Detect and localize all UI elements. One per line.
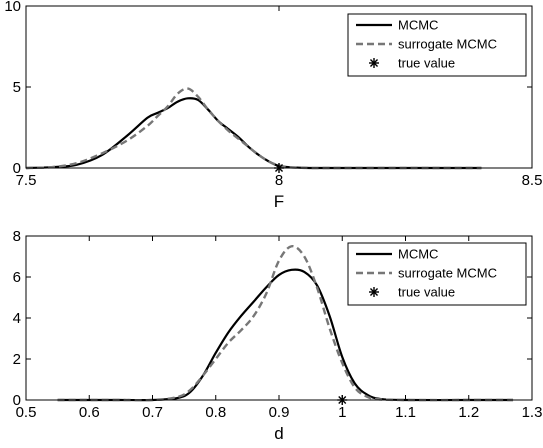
y-tick-label: 10 [4,0,21,15]
x-axis-title: d [274,424,283,443]
legend-label: MCMC [398,247,438,262]
x-tick-label: 1.1 [395,404,416,421]
chart-top: 7.5 8 8.5 0 5 10 F MCMC surrogate MCMC true value [4,0,542,211]
y-tick-label: 8 [13,228,21,245]
legend-marker-true-value [369,287,379,297]
legend-label: MCMC [398,18,438,33]
y-tick-label: 6 [13,269,21,286]
y-tick-label: 5 [13,79,21,96]
x-tick-label: 7.5 [16,172,37,189]
y-tick-label: 4 [13,310,21,327]
x-tick-label: 8 [275,172,283,189]
legend-marker-true-value [369,58,379,68]
legend-label: true value [398,56,455,71]
x-tick-label: 1 [338,404,346,421]
chart-bottom: 0.5 0.6 0.7 0.8 0.9 1 1.1 1.2 1.3 0 2 4 6 8 d MCMC surro… [13,228,543,443]
series-line-surrogate-mcmc [25,87,482,170]
x-tick-label: 0.6 [79,404,100,421]
legend-label: surrogate MCMC [398,266,497,281]
x-tick-label: 1.3 [522,404,543,421]
series-line-mcmc [57,268,514,402]
x-tick-label: 0.8 [205,404,226,421]
series-line-surrogate-mcmc [57,245,514,402]
x-tick-label: 0.5 [16,404,37,421]
x-axis-title: F [274,192,284,211]
x-tick-label: 0.9 [269,404,290,421]
legend-label: surrogate MCMC [398,37,497,52]
x-tick-label: 0.7 [142,404,163,421]
legend-label: true value [398,285,455,300]
legend: MCMC surrogate MCMC true value [347,13,527,77]
y-tick-label: 0 [13,160,21,177]
y-tick-label: 2 [13,351,21,368]
y-tick-label: 0 [13,392,21,409]
x-tick-label: 8.5 [522,172,543,189]
x-tick-label: 1.2 [458,404,479,421]
legend: MCMC surrogate MCMC true value [347,242,527,306]
